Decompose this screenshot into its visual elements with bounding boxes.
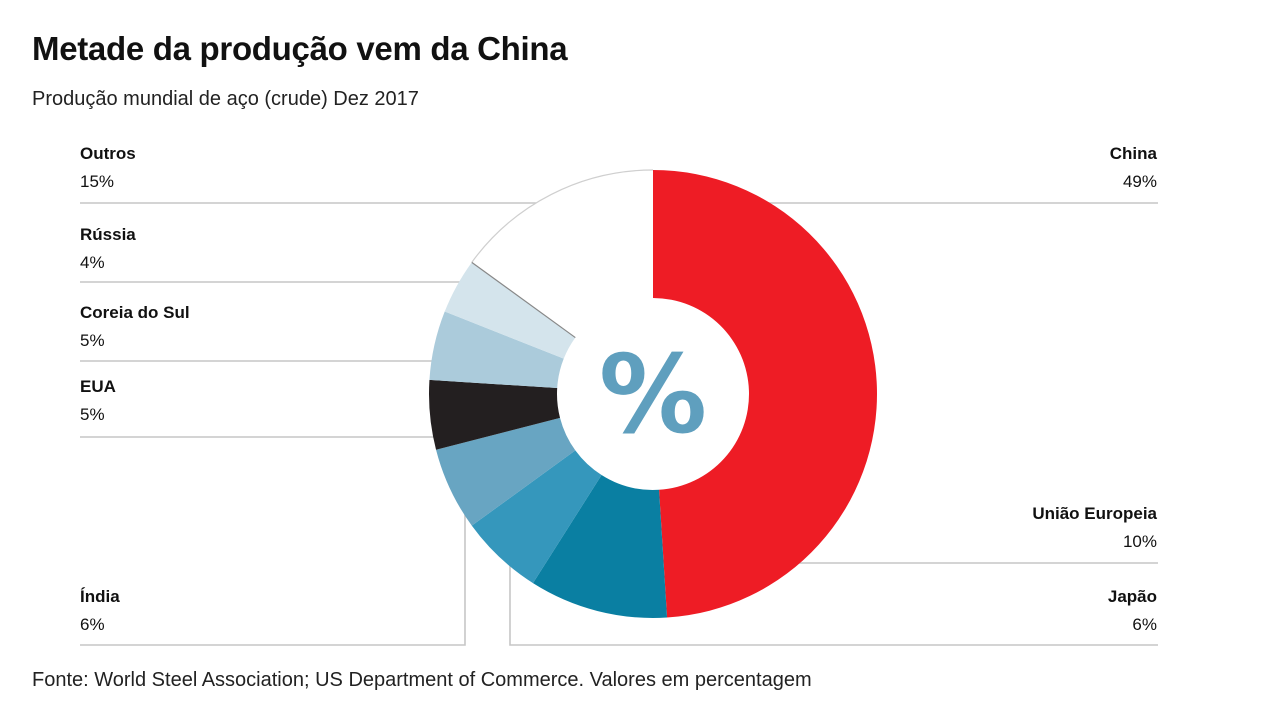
slice-label-value: 4% xyxy=(80,253,105,272)
chart-subtitle: Produção mundial de aço (crude) Dez 2017 xyxy=(32,88,419,110)
center-percent-symbol: % xyxy=(599,333,707,458)
slice-label-value: 10% xyxy=(1122,532,1157,551)
label-uniao-europeia: União Europeia 10% xyxy=(1032,500,1157,556)
slice-label-name: Índia xyxy=(80,587,120,606)
slice-japao xyxy=(471,450,602,584)
slice-label-name: Outros xyxy=(80,144,136,163)
leader-line xyxy=(80,478,466,646)
slice-label-name: EUA xyxy=(80,377,116,396)
label-india: Índia 6% xyxy=(80,583,120,639)
slice-label-name: China xyxy=(1109,144,1157,163)
label-outros: Outros 15% xyxy=(80,140,136,196)
label-coreia-do-sul: Coreia do Sul 5% xyxy=(80,299,190,355)
slice-label-value: 6% xyxy=(80,615,105,634)
slice-outros xyxy=(471,170,653,338)
label-china: China 49% xyxy=(1110,140,1157,196)
slice-india xyxy=(436,417,576,526)
label-japao: Japão 6% xyxy=(1108,583,1157,639)
label-eua: EUA 5% xyxy=(80,373,116,429)
outros-edge xyxy=(471,261,576,339)
leader-line xyxy=(509,545,1158,646)
slice-label-name: Japão xyxy=(1107,587,1157,606)
chart-title: Metade da produção vem da China xyxy=(32,30,568,67)
slice-uniao-europeia xyxy=(532,475,668,618)
slice-label-value: 15% xyxy=(80,172,115,191)
label-russia: Rússia 4% xyxy=(80,221,136,277)
slice-label-value: 5% xyxy=(80,405,105,424)
slice-eua xyxy=(429,379,561,450)
slice-label-name: Rússia xyxy=(80,225,136,244)
source-note: Fonte: World Steel Association; US Depar… xyxy=(32,669,812,691)
slice-label-name: Coreia do Sul xyxy=(80,303,190,322)
outros-outline xyxy=(471,169,654,263)
slice-label-value: 6% xyxy=(1132,615,1157,634)
slice-label-value: 49% xyxy=(1122,172,1157,191)
slice-russia xyxy=(444,262,576,359)
slice-china xyxy=(653,170,878,618)
slice-label-value: 5% xyxy=(80,331,105,350)
slice-label-name: União Europeia xyxy=(1032,504,1157,523)
slice-coreia-do-sul xyxy=(429,311,564,388)
